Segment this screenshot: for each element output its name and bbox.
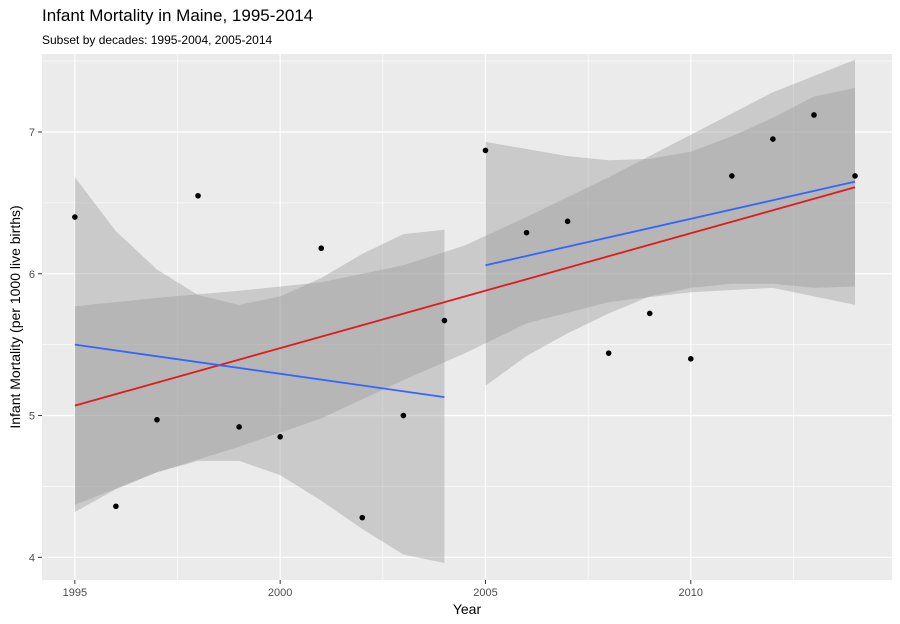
y-tick-label: 5 [29,411,35,423]
axes: 1995 2000 2005 2010 4 5 6 7 [29,127,703,599]
data-point [646,310,653,317]
data-point [564,218,571,225]
fit-lines [74,180,856,407]
y-axis-title: Infant Mortality (per 1000 live births) [7,205,23,428]
data-point [195,192,201,199]
data-point [482,147,489,154]
data-point [359,514,366,521]
data-point [687,356,694,362]
confidence-band-1 [74,59,855,505]
fit-line-2 [74,343,445,398]
y-tick-label: 7 [29,127,35,139]
x-tick-label: 1995 [63,587,87,599]
data-points [72,112,858,521]
data-point [113,503,119,510]
data-point [729,173,735,179]
fit-line-3 [485,180,856,267]
x-axis-title: Year [453,601,482,617]
plot-panel [42,54,892,580]
x-tick-label: 2010 [679,587,703,599]
data-point [811,112,817,118]
confidence-band-3 [485,88,855,386]
data-point [605,350,612,356]
data-point [277,434,283,440]
data-point [523,229,530,236]
data-point [770,136,776,142]
data-point [72,214,78,220]
chart-subtitle: Subset by decades: 1995-2004, 2005-2014 [42,33,273,47]
data-point [852,173,858,179]
data-point [236,424,242,430]
chart-title: Infant Mortality in Maine, 1995-2014 [42,6,314,25]
x-tick-label: 2005 [473,587,497,599]
major-gridlines [42,54,892,580]
x-tick-label: 2000 [268,587,292,599]
data-point [400,412,407,419]
data-point [441,317,448,324]
data-point [154,416,160,423]
fit-line-1 [74,186,856,407]
y-tick-label: 6 [29,269,35,281]
data-point [318,245,325,252]
minor-gridlines [42,54,892,580]
y-tick-label: 4 [29,552,35,564]
